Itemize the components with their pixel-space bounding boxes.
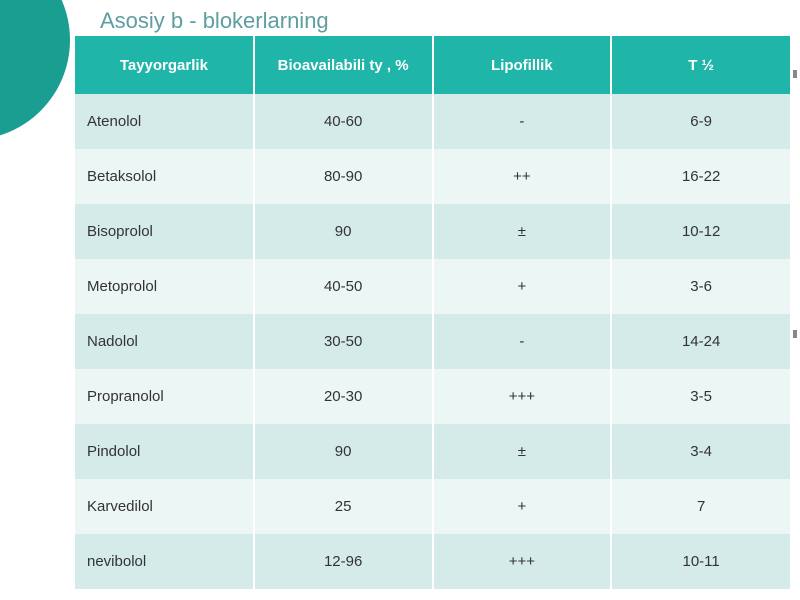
- table-row: Atenolol 40-60 - 6-9: [75, 94, 790, 149]
- cell: 80-90: [254, 149, 433, 204]
- side-mark: [793, 330, 797, 338]
- cell: Bisoprolol: [75, 204, 254, 259]
- cell: Atenolol: [75, 94, 254, 149]
- table-row: Pindolol 90 ± 3-4: [75, 424, 790, 479]
- table-row: Propranolol 20-30 +++ 3-5: [75, 369, 790, 424]
- cell: Karvedilol: [75, 479, 254, 534]
- cell: Nadolol: [75, 314, 254, 369]
- cell: ++: [433, 149, 612, 204]
- cell: 6-9: [611, 94, 790, 149]
- page-title: Asosiy b - blokerlarning: [100, 8, 329, 34]
- cell: 3-6: [611, 259, 790, 314]
- cell: ±: [433, 424, 612, 479]
- cell: 25: [254, 479, 433, 534]
- cell: 3-5: [611, 369, 790, 424]
- cell: 12-96: [254, 534, 433, 589]
- table-header-row: Tayyorgarlik Bioavailabili ty , % Lipofi…: [75, 36, 790, 94]
- cell: +++: [433, 534, 612, 589]
- table-row: Betaksolol 80-90 ++ 16-22: [75, 149, 790, 204]
- col-header: Lipofillik: [433, 36, 612, 94]
- cell: 30-50: [254, 314, 433, 369]
- cell: +++: [433, 369, 612, 424]
- cell: 40-60: [254, 94, 433, 149]
- cell: -: [433, 314, 612, 369]
- table-row: Metoprolol 40-50 + 3-6: [75, 259, 790, 314]
- table-row: Bisoprolol 90 ± 10-12: [75, 204, 790, 259]
- cell: Pindolol: [75, 424, 254, 479]
- cell: 90: [254, 424, 433, 479]
- cell: Propranolol: [75, 369, 254, 424]
- accent-circle: [0, 0, 70, 140]
- cell: nevibolol: [75, 534, 254, 589]
- cell: 16-22: [611, 149, 790, 204]
- cell: 10-11: [611, 534, 790, 589]
- cell: Betaksolol: [75, 149, 254, 204]
- data-table-container: Tayyorgarlik Bioavailabili ty , % Lipofi…: [75, 36, 790, 589]
- col-header: T ½: [611, 36, 790, 94]
- cell: 10-12: [611, 204, 790, 259]
- cell: 20-30: [254, 369, 433, 424]
- col-header: Tayyorgarlik: [75, 36, 254, 94]
- cell: 90: [254, 204, 433, 259]
- cell: Metoprolol: [75, 259, 254, 314]
- col-header: Bioavailabili ty , %: [254, 36, 433, 94]
- table-row: Nadolol 30-50 - 14-24: [75, 314, 790, 369]
- cell: 3-4: [611, 424, 790, 479]
- cell: 14-24: [611, 314, 790, 369]
- cell: -: [433, 94, 612, 149]
- table-row: nevibolol 12-96 +++ 10-11: [75, 534, 790, 589]
- data-table: Tayyorgarlik Bioavailabili ty , % Lipofi…: [75, 36, 790, 589]
- cell: ±: [433, 204, 612, 259]
- cell: 40-50: [254, 259, 433, 314]
- cell: +: [433, 479, 612, 534]
- side-mark: [793, 70, 797, 78]
- cell: 7: [611, 479, 790, 534]
- table-row: Karvedilol 25 + 7: [75, 479, 790, 534]
- cell: +: [433, 259, 612, 314]
